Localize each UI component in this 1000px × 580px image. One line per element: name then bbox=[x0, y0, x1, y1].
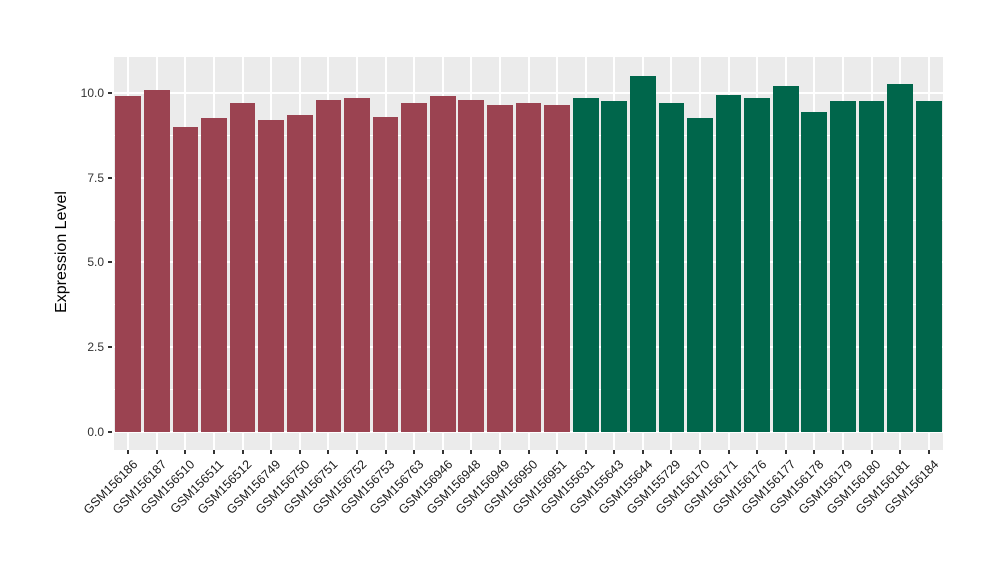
bar bbox=[372, 116, 399, 433]
bar bbox=[487, 104, 513, 432]
bar bbox=[572, 98, 599, 432]
bar bbox=[429, 96, 456, 433]
y-tick-label: 0.0 bbox=[87, 425, 104, 440]
x-tick-mark bbox=[699, 450, 702, 454]
bar bbox=[744, 98, 771, 432]
x-tick-mark bbox=[784, 450, 787, 454]
y-tick-mark bbox=[108, 176, 112, 179]
bar bbox=[258, 120, 285, 433]
x-tick-mark bbox=[384, 450, 387, 454]
bar bbox=[887, 84, 913, 433]
y-axis-title: Expression Level bbox=[53, 191, 70, 313]
bar bbox=[687, 118, 713, 432]
x-tick-mark bbox=[184, 450, 187, 454]
x-tick-mark bbox=[327, 450, 330, 454]
bar bbox=[715, 94, 742, 432]
x-tick-mark bbox=[270, 450, 273, 454]
bar bbox=[115, 96, 142, 433]
bar bbox=[286, 114, 313, 432]
y-tick-mark bbox=[108, 91, 112, 94]
y-tick-label: 5.0 bbox=[87, 255, 104, 270]
x-tick-mark bbox=[298, 450, 301, 454]
bar bbox=[658, 103, 685, 433]
y-tick-mark bbox=[108, 431, 112, 434]
x-tick-mark bbox=[241, 450, 244, 454]
bar bbox=[201, 118, 227, 432]
bar bbox=[629, 75, 656, 433]
x-tick-mark bbox=[584, 450, 587, 454]
x-tick-mark bbox=[641, 450, 644, 454]
x-tick-mark bbox=[756, 450, 759, 454]
bar bbox=[544, 104, 570, 432]
bar bbox=[172, 126, 199, 433]
x-tick-mark bbox=[413, 450, 416, 454]
bar bbox=[772, 86, 799, 433]
y-tick-label: 2.5 bbox=[87, 340, 104, 355]
y-tick-label: 7.5 bbox=[87, 170, 104, 185]
x-tick-mark bbox=[670, 450, 673, 454]
bar bbox=[144, 89, 170, 433]
x-tick-mark bbox=[470, 450, 473, 454]
bar bbox=[515, 103, 542, 433]
x-tick-mark bbox=[613, 450, 616, 454]
bar bbox=[830, 101, 856, 432]
plot-panel bbox=[114, 57, 943, 450]
bar bbox=[344, 98, 370, 432]
x-tick-mark bbox=[127, 450, 130, 454]
x-tick-mark bbox=[727, 450, 730, 454]
x-tick-mark bbox=[355, 450, 358, 454]
x-tick-mark bbox=[155, 450, 158, 454]
bar bbox=[801, 111, 828, 432]
bar bbox=[858, 101, 885, 432]
bar bbox=[915, 101, 942, 432]
bar bbox=[315, 99, 342, 433]
bar bbox=[401, 103, 427, 433]
y-tick-mark bbox=[108, 346, 112, 349]
x-tick-mark bbox=[556, 450, 559, 454]
x-tick-mark bbox=[841, 450, 844, 454]
x-tick-mark bbox=[870, 450, 873, 454]
x-tick-mark bbox=[927, 450, 930, 454]
y-tick-label: 10.0 bbox=[80, 85, 104, 100]
x-tick-mark bbox=[498, 450, 501, 454]
bar bbox=[458, 99, 485, 433]
x-tick-mark bbox=[527, 450, 530, 454]
x-tick-mark bbox=[441, 450, 444, 454]
x-tick-mark bbox=[899, 450, 902, 454]
y-tick-mark bbox=[108, 261, 112, 264]
x-tick-mark bbox=[813, 450, 816, 454]
bar bbox=[601, 101, 628, 432]
x-tick-mark bbox=[213, 450, 216, 454]
bar bbox=[229, 103, 256, 433]
